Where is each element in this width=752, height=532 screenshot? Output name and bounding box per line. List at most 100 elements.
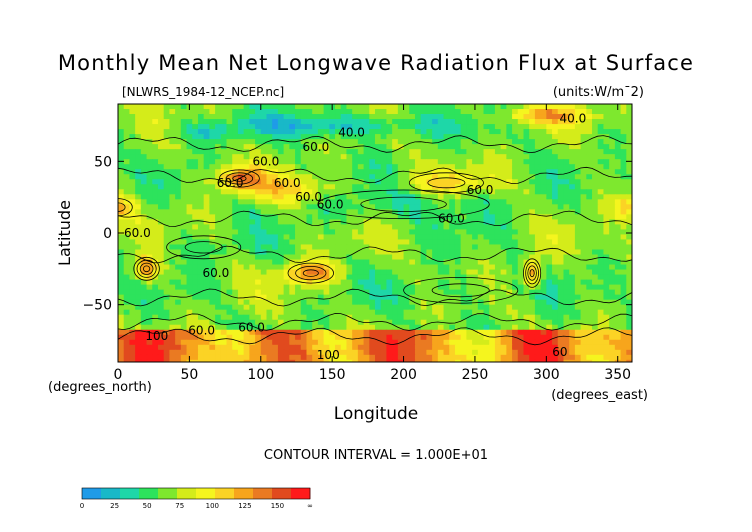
heatmap-cell — [306, 249, 313, 256]
heatmap-cell — [140, 279, 148, 286]
heatmap-cell — [626, 209, 632, 215]
heatmap-cell — [563, 144, 570, 150]
heatmap-cell — [597, 179, 605, 185]
heatmap-cell — [203, 194, 210, 200]
heatmap-cell — [357, 239, 365, 246]
heatmap-cell — [140, 204, 148, 210]
heatmap-cell — [192, 104, 199, 110]
heatmap-cell — [392, 239, 399, 246]
heatmap-cell — [295, 284, 302, 291]
heatmap-cell — [437, 219, 445, 225]
heatmap-cell — [226, 344, 233, 351]
heatmap-cell — [277, 229, 285, 236]
heatmap-cell — [483, 359, 490, 362]
heatmap-cell — [500, 309, 507, 316]
heatmap-cell — [226, 229, 233, 236]
heatmap-cell — [312, 269, 319, 276]
heatmap-cell — [386, 279, 393, 286]
heatmap-cell — [306, 144, 313, 150]
heatmap-cell — [540, 129, 547, 135]
heatmap-cell — [335, 299, 342, 306]
heatmap-cell — [220, 244, 228, 251]
heatmap-cell — [363, 144, 370, 150]
heatmap-cell — [272, 114, 279, 120]
heatmap-cell — [266, 204, 273, 210]
heatmap-cell — [329, 339, 336, 346]
heatmap-cell — [494, 224, 502, 231]
heatmap-cell — [215, 124, 222, 130]
heatmap-cell — [152, 179, 159, 185]
heatmap-cell — [312, 304, 319, 311]
heatmap-cell — [140, 284, 148, 291]
heatmap-cell — [529, 304, 536, 311]
heatmap-cell — [203, 274, 210, 281]
heatmap-cell — [454, 354, 462, 361]
heatmap-cell — [454, 159, 462, 165]
heatmap-cell — [300, 149, 308, 155]
heatmap-cell — [197, 204, 205, 210]
heatmap-cell — [397, 209, 405, 215]
heatmap-cell — [483, 119, 490, 125]
heatmap-cell — [454, 304, 462, 311]
heatmap-cell — [477, 289, 485, 296]
heatmap-cell — [255, 164, 262, 170]
heatmap-cell — [243, 114, 250, 120]
heatmap-cell — [300, 164, 308, 170]
heatmap-cell — [226, 119, 233, 125]
heatmap-cell — [272, 129, 279, 135]
heatmap-cell — [432, 224, 439, 231]
heatmap-cell — [272, 314, 279, 321]
heatmap-cell — [317, 199, 325, 205]
heatmap-cell — [569, 359, 576, 362]
heatmap-cell — [295, 189, 302, 195]
heatmap-cell — [140, 314, 148, 321]
heatmap-cell — [454, 259, 462, 266]
heatmap-cell — [540, 294, 547, 301]
heatmap-cell — [295, 354, 302, 361]
heatmap-cell — [249, 149, 256, 155]
heatmap-cell — [135, 284, 142, 291]
heatmap-cell — [380, 224, 388, 231]
heatmap-cell — [614, 289, 622, 296]
heatmap-cell — [409, 319, 416, 326]
heatmap-cell — [209, 274, 216, 281]
heatmap-cell — [563, 334, 570, 341]
heatmap-cell — [620, 214, 627, 220]
heatmap-cell — [152, 144, 159, 150]
heatmap-cell — [569, 114, 576, 120]
heatmap-cell — [272, 154, 279, 160]
heatmap-cell — [397, 284, 405, 291]
heatmap-cell — [215, 264, 222, 271]
heatmap-cell — [506, 244, 513, 251]
heatmap-cell — [232, 214, 239, 220]
heatmap-cell — [489, 344, 496, 351]
heatmap-cell — [626, 169, 632, 175]
heatmap-cell — [609, 164, 616, 170]
heatmap-cell — [300, 184, 308, 190]
heatmap-cell — [592, 359, 599, 362]
heatmap-cell — [272, 354, 279, 361]
heatmap-cell — [203, 189, 210, 195]
heatmap-cell — [620, 284, 627, 291]
heatmap-cell — [237, 194, 245, 200]
contour-line — [133, 256, 160, 281]
heatmap-cell — [500, 174, 507, 180]
heatmap-cell — [180, 284, 188, 291]
heatmap-cell — [472, 334, 479, 341]
heatmap-cell — [494, 229, 502, 236]
heatmap-cell — [186, 289, 193, 296]
heatmap-cell — [129, 139, 136, 145]
contour-line — [527, 265, 537, 281]
heatmap-cell — [220, 154, 228, 160]
heatmap-cell — [512, 324, 519, 331]
heatmap-cell — [466, 309, 473, 316]
heatmap-cell — [512, 244, 519, 251]
heatmap-cell — [163, 324, 170, 331]
heatmap-cell — [489, 224, 496, 231]
heatmap-cell — [203, 119, 210, 125]
heatmap-cell — [260, 114, 268, 120]
heatmap-cell — [386, 339, 393, 346]
heatmap-cell — [375, 209, 382, 215]
heatmap-cell — [563, 354, 570, 361]
heatmap-cell — [466, 304, 473, 311]
